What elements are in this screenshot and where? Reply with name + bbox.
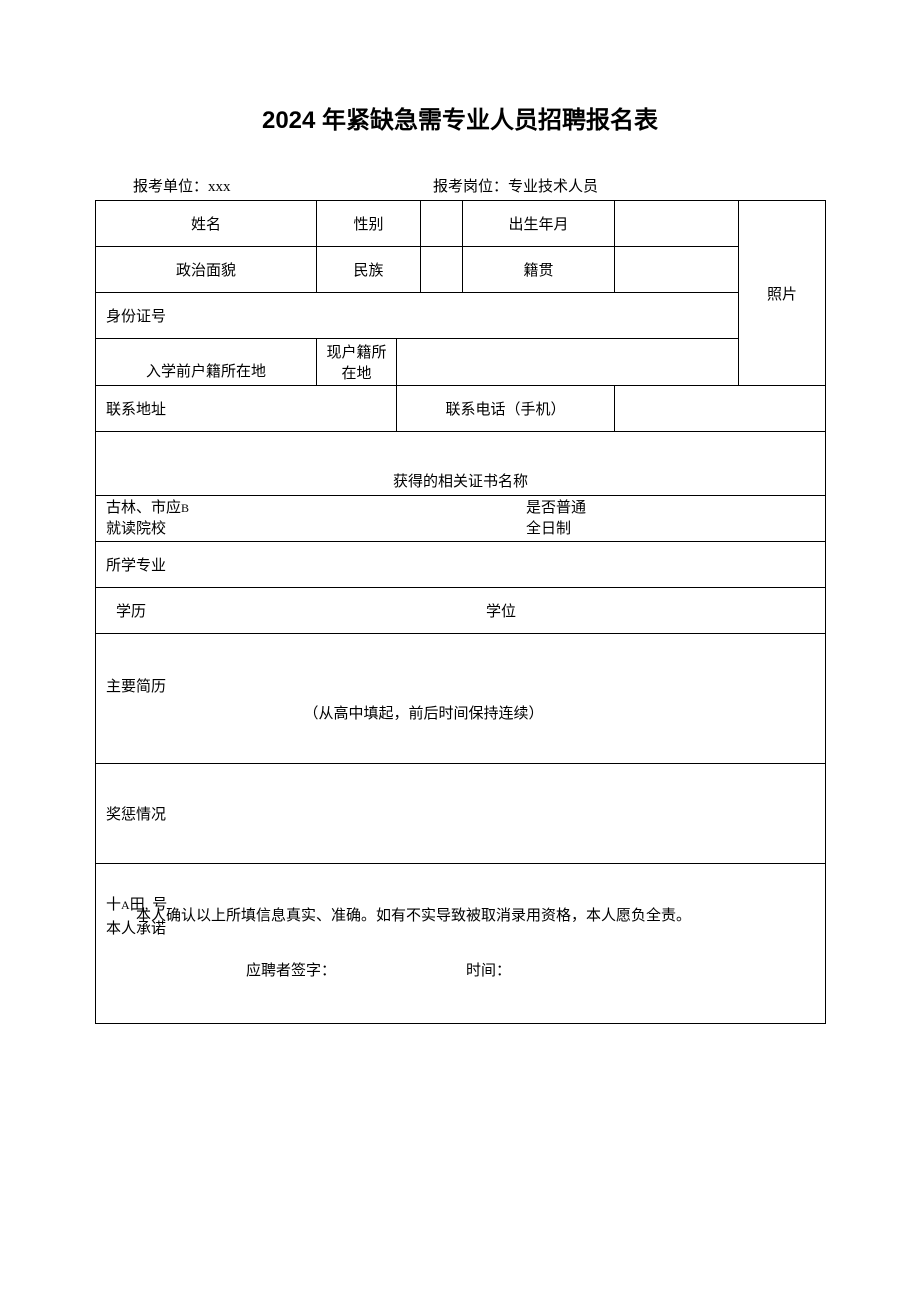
pledge-sign-line: 应聘者签字： 时间： (106, 957, 805, 986)
cell-education-degree: 学历 学位 (96, 588, 826, 634)
value-phone[interactable] (615, 386, 826, 432)
pledge-text: 本人确认以上所填信息真实、准确。如有不实导致被取消录用资格，本人愿负全责。 (106, 902, 805, 931)
value-hukou[interactable] (397, 339, 739, 386)
school-line1: 古林、市应 (106, 500, 181, 516)
value-birth[interactable] (615, 201, 739, 247)
fulltime-line1: 是否普通 (526, 498, 586, 518)
exam-unit: 报考单位：xxx (133, 175, 433, 196)
label-degree: 学位 (486, 600, 516, 621)
exam-position: 报考岗位：专业技术人员 (433, 175, 825, 196)
pledge-text-span: 本人确认以上所填信息真实、准确。如有不实导致被取消录用资格，本人愿负全责。 (136, 908, 691, 924)
label-education: 学历 (106, 600, 486, 621)
label-pre-hukou: 入学前户籍所在地 (96, 339, 317, 386)
position-label: 报考岗位： (433, 179, 508, 195)
row-id: 身份证号 (96, 293, 826, 339)
row-major: 所学专业 (96, 542, 826, 588)
row-address: 联系地址 联系电话（手机） (96, 386, 826, 432)
label-resume: 主要简历 (106, 675, 821, 696)
school-b-suffix: B (181, 501, 189, 515)
fulltime-line2: 全日制 (526, 519, 571, 539)
sign-label: 应聘者签字： (246, 957, 466, 986)
label-political: 政治面貌 (96, 247, 317, 293)
label-name: 姓名 (96, 201, 317, 247)
photo-area[interactable]: 照片 (739, 201, 826, 386)
time-label: 时间： (466, 957, 511, 986)
row-political: 政治面貌 民族 籍贯 (96, 247, 826, 293)
position-value: 专业技术人员 (508, 179, 598, 195)
cell-school-fulltime: 古林、市应B 是否普通 就读院校 全日制 (96, 496, 826, 542)
label-address: 联系地址 (96, 386, 397, 432)
label-phone: 联系电话（手机） (397, 386, 615, 432)
value-gender[interactable] (421, 201, 463, 247)
unit-value: xxx (208, 179, 231, 195)
label-rewards: 奖惩情况 (96, 764, 826, 864)
row-hukou: 入学前户籍所在地 现户籍所在地 (96, 339, 826, 386)
label-major: 所学专业 (96, 542, 826, 588)
pledge-left-c: 本人承诺 (106, 917, 196, 941)
cell-resume: 主要简历 （从高中填起，前后时间保持连续） (96, 634, 826, 764)
row-education: 学历 学位 (96, 588, 826, 634)
label-gender: 性别 (317, 201, 421, 247)
label-current-hukou: 现户籍所在地 (317, 339, 397, 386)
label-id-number: 身份证号 (96, 293, 739, 339)
label-birth: 出生年月 (463, 201, 615, 247)
row-name: 姓名 性别 出生年月 照片 (96, 201, 826, 247)
value-ethnic[interactable] (421, 247, 463, 293)
label-ethnic: 民族 (317, 247, 421, 293)
label-certificates: 获得的相关证书名称 (96, 432, 826, 496)
header-line: 报考单位：xxx 报考岗位：专业技术人员 (95, 175, 825, 196)
resume-hint: （从高中填起，前后时间保持连续） (106, 702, 821, 723)
school-line2: 就读院校 (106, 519, 526, 539)
row-resume: 主要简历 （从高中填起，前后时间保持连续） (96, 634, 826, 764)
form-title: 2024 年紧缺急需专业人员招聘报名表 (95, 100, 825, 135)
row-school: 古林、市应B 是否普通 就读院校 全日制 (96, 496, 826, 542)
row-pledge: 本人确认以上所填信息真实、准确。如有不实导致被取消录用资格，本人愿负全责。 十A… (96, 864, 826, 1024)
label-native: 籍贯 (463, 247, 615, 293)
pledge-cell: 本人确认以上所填信息真实、准确。如有不实导致被取消录用资格，本人愿负全责。 十A… (96, 864, 826, 1024)
pledge-left-a: 十A田, 号 (106, 893, 196, 917)
value-native[interactable] (615, 247, 739, 293)
application-form-table: 姓名 性别 出生年月 照片 政治面貌 民族 籍贯 身份证号 入学前户籍所在地 现… (95, 200, 826, 1024)
unit-label: 报考单位： (133, 179, 208, 195)
row-certificates: 获得的相关证书名称 (96, 432, 826, 496)
row-rewards: 奖惩情况 (96, 764, 826, 864)
